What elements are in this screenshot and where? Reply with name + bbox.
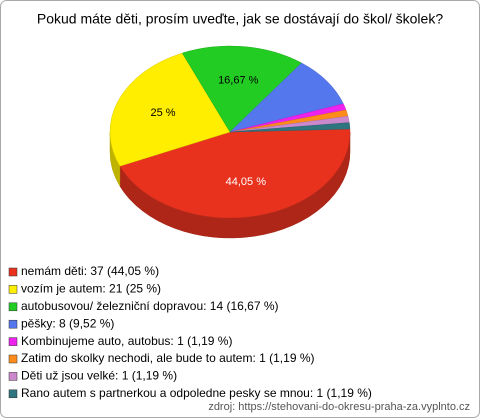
slice-label: 25 % (151, 107, 176, 119)
legend-swatch (8, 372, 18, 381)
legend-swatch (8, 285, 18, 294)
legend-swatch (8, 389, 18, 399)
pie-slice (109, 52, 231, 167)
legend-label: Kombinujeme auto, autobus: 1 (1,19 %) (21, 334, 232, 348)
legend-swatch (8, 319, 18, 329)
legend-label: Rano autem s partnerkou a odpoledne pesk… (21, 386, 372, 400)
legend-swatch (8, 267, 18, 277)
source: zdroj: https://stehovani-do-okresu-praha… (208, 401, 470, 413)
pie-slice (181, 45, 302, 133)
slice-label: 16,67 % (218, 75, 259, 87)
legend-label: Zatim do skolky nechodi, ale bude to aut… (21, 351, 315, 365)
legend-label: pěšky: 8 (9,52 %) (21, 316, 114, 330)
slice-label: 44,05 % (226, 176, 267, 188)
legend-label: autobusovou/ železniční dopravou: 14 (16… (21, 299, 279, 313)
legend-swatch (8, 337, 18, 346)
chart-title: Pokud máte děti, prosím uveďte, jak se d… (37, 11, 443, 27)
pie-slice (119, 128, 351, 219)
legend-label: nemám děti: 37 (44,05 %) (21, 264, 159, 278)
legend-label: Děti už jsou velké: 1 (1,19 %) (21, 369, 177, 383)
legend-label: vozím je autem: 21 (25 %) (21, 282, 161, 296)
legend-swatch (8, 354, 18, 364)
pie-slice (229, 122, 351, 133)
legend-swatch (8, 302, 18, 312)
